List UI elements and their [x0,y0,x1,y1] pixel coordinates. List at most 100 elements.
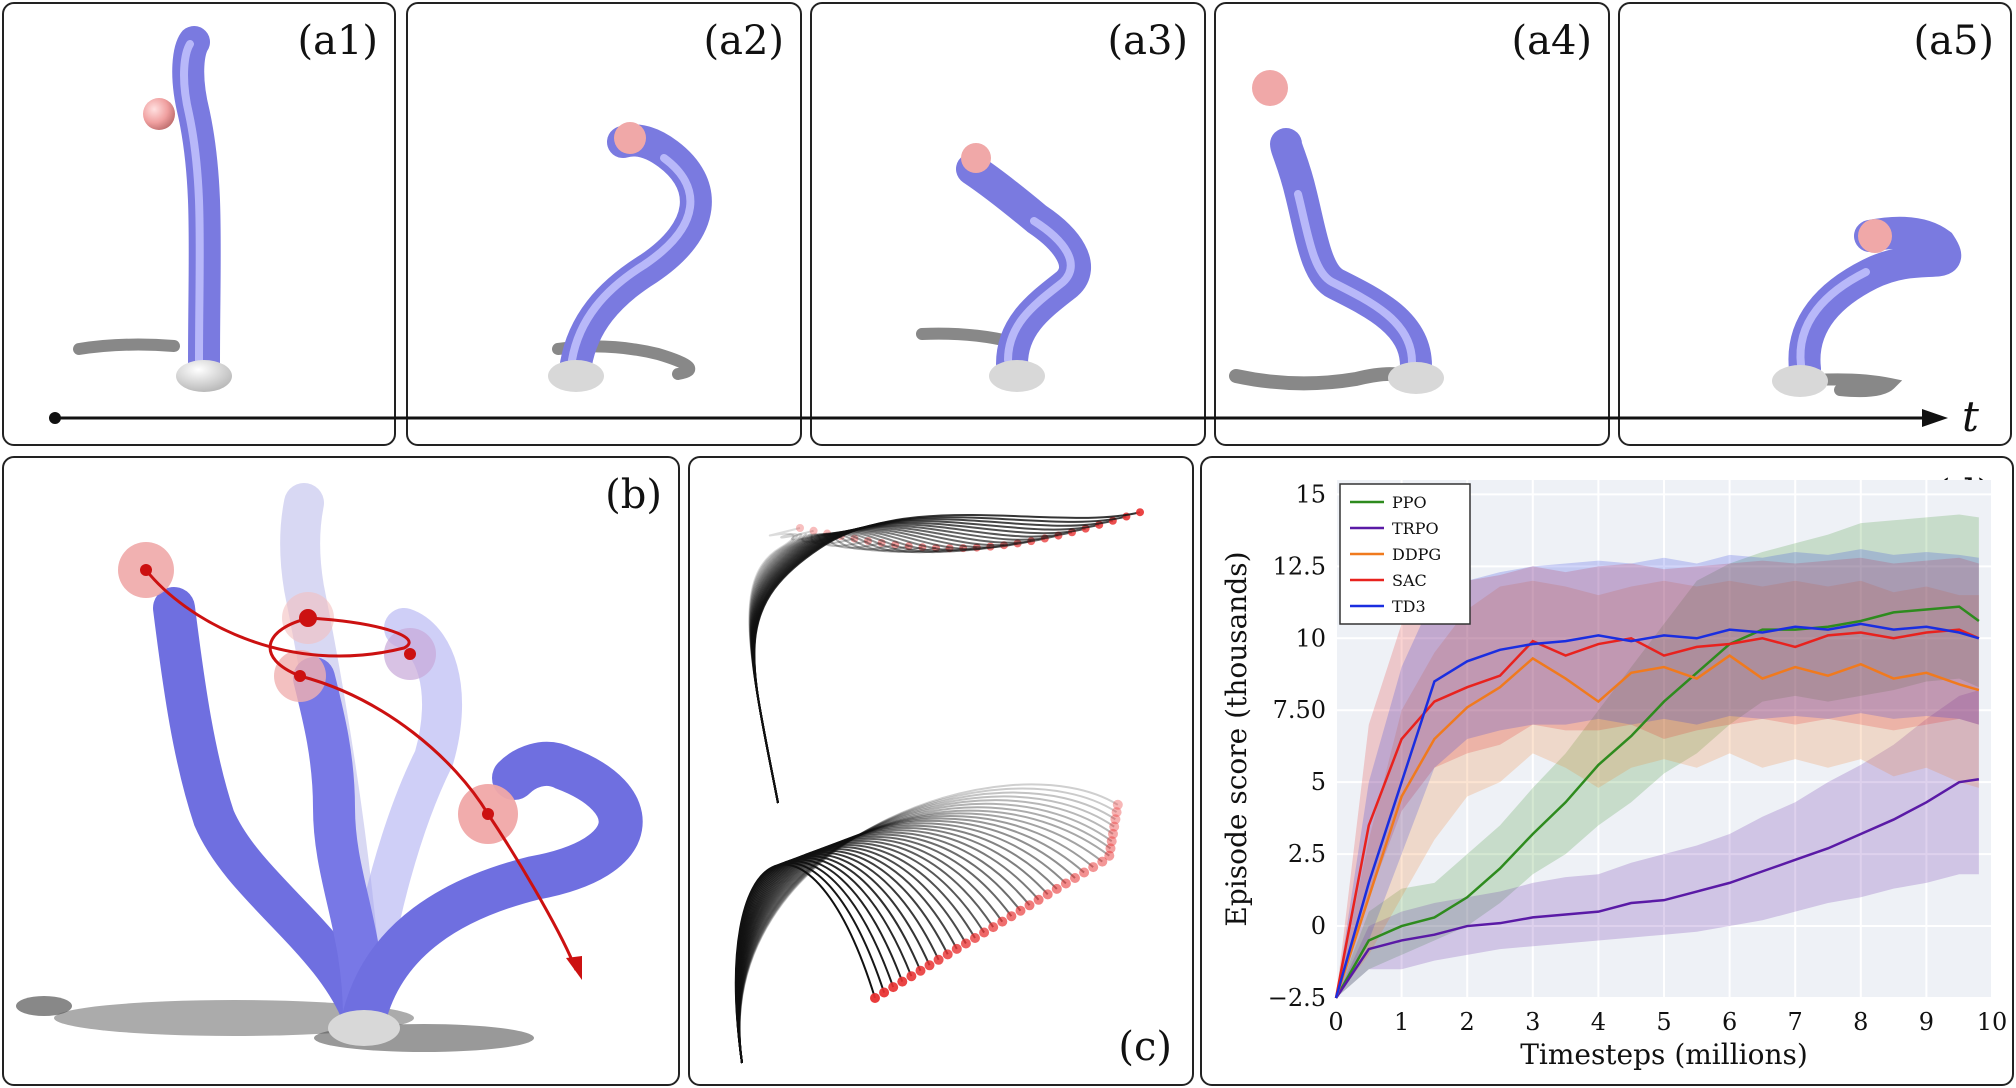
tip-marker [924,960,935,971]
tip-marker [1108,828,1118,839]
x-tick-label: 5 [1656,1008,1671,1036]
centerline-upper [752,527,1032,804]
centerline-upper [752,520,1100,804]
tip-marker [933,954,944,965]
rod-scene-a5 [1772,216,1961,398]
centerline-lower [738,812,1103,1064]
centerline-lower [737,824,1058,1064]
panel-a3: (a3) [810,2,1206,446]
legend-label: TD3 [1392,597,1426,616]
panel-label-a1: (a1) [297,18,378,64]
y-tick-label: 10 [1295,624,1326,652]
centerline-upper [753,515,1127,804]
y-tick-label: 7.50 [1273,696,1326,724]
tip-marker [850,534,859,543]
series-line-ddpg [1334,654,1980,999]
tip-marker [1110,814,1121,825]
rod-overlay-scene [16,483,643,1052]
centerline-lower [738,817,1085,1064]
tip-marker [1136,508,1144,517]
rod-scene-a2 [548,122,712,392]
y-tick-label: −2.5 [1268,984,1326,1012]
panel-label-a4: (a4) [1511,18,1592,64]
band-ppo [1336,514,1979,998]
centerline-lower [736,849,949,1064]
tip-marker [1106,836,1117,847]
y-tick-label: 12.5 [1273,552,1326,580]
tip-marker [915,965,926,976]
band-trpo [1336,690,1979,998]
centerline-upper [752,524,1059,804]
tip-marker [897,976,908,987]
tip-marker [1060,878,1071,889]
centerline-upper [752,526,1046,804]
panel-b: (b) [2,456,680,1086]
x-tick-label: 9 [1919,1008,1934,1036]
tip-marker [809,526,818,535]
tip-marker [879,987,890,998]
tip-marker [1070,873,1080,883]
panel-a4: (a4) [1214,2,1610,446]
tip-marker [1112,799,1123,810]
panel-label-a3: (a3) [1107,18,1188,64]
centerline-lower [738,799,1114,1064]
tip-marker [1105,843,1116,854]
time-axis-label: t [1962,392,1979,441]
tip-marker [1024,900,1035,911]
centerline-lower [738,791,1116,1064]
centerline-lower [738,822,1067,1064]
x-tick-label: 10 [1977,1008,2008,1036]
centerline-lower [738,806,1112,1064]
panel-a2: (a2) [406,2,802,446]
rod-scene-a4 [1229,70,1444,394]
tip-marker [1104,850,1115,861]
centerline-lower [738,787,1118,1064]
series-line-ppo [1334,605,1980,999]
centerline-upper [752,521,1086,804]
tip-marker [1051,883,1062,894]
tip-marker [888,982,899,993]
x-tick-label: 2 [1460,1008,1475,1036]
x-tick-label: 7 [1788,1008,1803,1036]
tip-marker [906,971,917,982]
tip-marker [988,922,999,933]
panel-c: (c) [688,456,1194,1086]
centerline-upper [752,523,1073,804]
tip-marker [970,933,980,943]
tip-marker [1015,905,1026,916]
x-tick-label: 4 [1591,1008,1606,1036]
legend-label: DDPG [1392,545,1441,564]
tip-marker [1111,807,1122,818]
y-axis-label: Episode score (thousands) [1220,551,1253,926]
y-tick-label: 2.5 [1288,840,1326,868]
centerline-lower [738,795,1115,1064]
centerline-lower [738,802,1113,1064]
y-tick-label: 15 [1295,480,1326,508]
y-tick-label: 5 [1311,768,1326,796]
tip-marker [1042,889,1053,900]
x-tick-label: 3 [1525,1008,1540,1036]
tip-marker [960,938,971,949]
rod-scene-a1 [73,26,232,392]
tip-marker [1006,911,1017,922]
legend-label: TRPO [1392,519,1439,538]
tip-marker [979,927,990,938]
band-sac [1336,557,1979,998]
series-line-sac [1334,628,1980,999]
band-ddpg [1336,580,1979,998]
centerline-lower [738,809,1110,1064]
panel-d: (d) 012345678910−2.502.557.501012.515Tim… [1200,456,2014,1086]
tip-marker [951,943,962,954]
x-tick-label: 0 [1328,1008,1343,1036]
centerline-lower [738,819,1076,1064]
panel-label-c: (c) [1118,1024,1172,1070]
panel-label-b: (b) [605,472,662,518]
x-axis-label: Timesteps (millions) [1520,1038,1808,1071]
series-line-td3 [1334,622,1980,999]
rod-scene-a3 [916,143,1091,392]
legend-label: PPO [1392,493,1427,512]
tip-marker [870,993,880,1003]
centerline-upper [753,518,1114,804]
tip-marker [864,536,872,545]
centerline-lower [738,814,1094,1064]
